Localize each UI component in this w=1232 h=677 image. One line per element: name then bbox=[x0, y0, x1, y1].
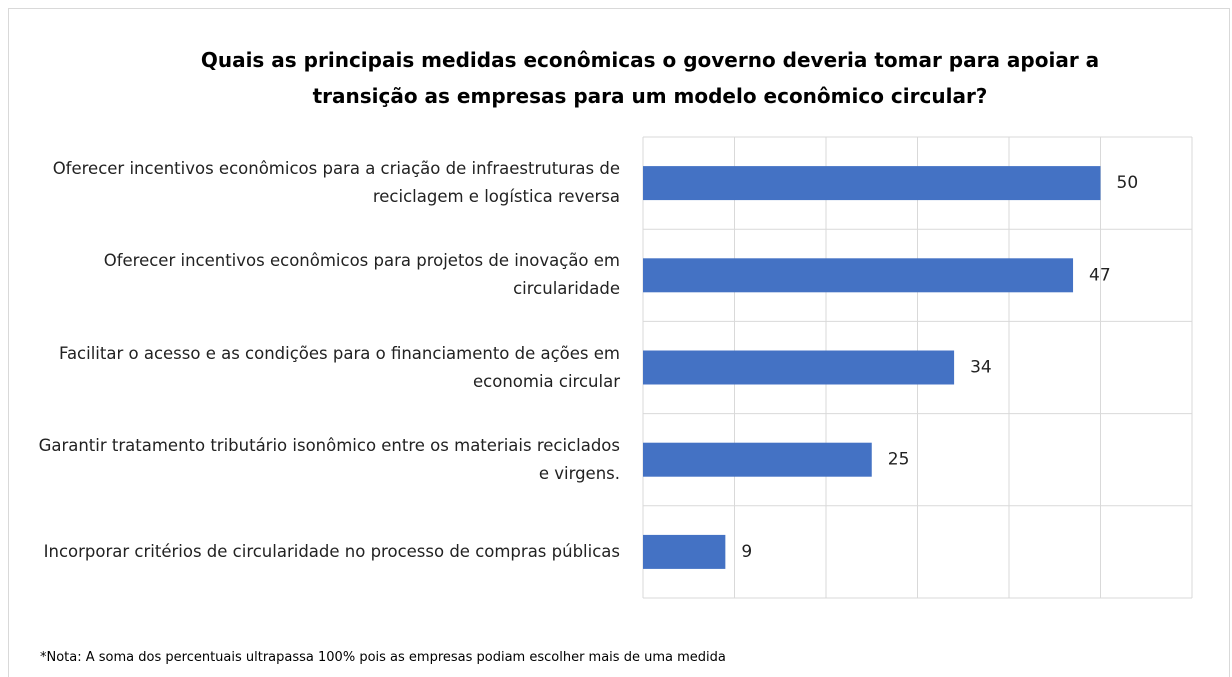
data-label: 47 bbox=[1089, 265, 1111, 285]
note: *Nota: A soma dos percentuais ultrapassa… bbox=[40, 650, 726, 665]
bar bbox=[643, 350, 955, 385]
category-label: Oferecer incentivos econômicos para a cr… bbox=[52, 159, 620, 207]
frame bbox=[8, 8, 1230, 677]
chart-title: Quais as principais medidas econômicas o… bbox=[200, 48, 1100, 108]
bar bbox=[643, 534, 726, 569]
bar bbox=[643, 258, 1074, 293]
category-label: Facilitar o acesso e as condições para o… bbox=[58, 343, 620, 391]
data-label: 50 bbox=[1117, 173, 1139, 193]
bar bbox=[643, 166, 1101, 201]
category-label: Oferecer incentivos econômicos para proj… bbox=[103, 251, 620, 299]
data-label: 9 bbox=[741, 542, 752, 562]
data-label: 34 bbox=[970, 358, 992, 378]
data-label: 25 bbox=[888, 450, 910, 470]
category-label: Incorporar critérios de circularidade no… bbox=[43, 541, 620, 561]
bar bbox=[643, 442, 872, 477]
category-label: Garantir tratamento tributário isonômico… bbox=[38, 435, 620, 483]
